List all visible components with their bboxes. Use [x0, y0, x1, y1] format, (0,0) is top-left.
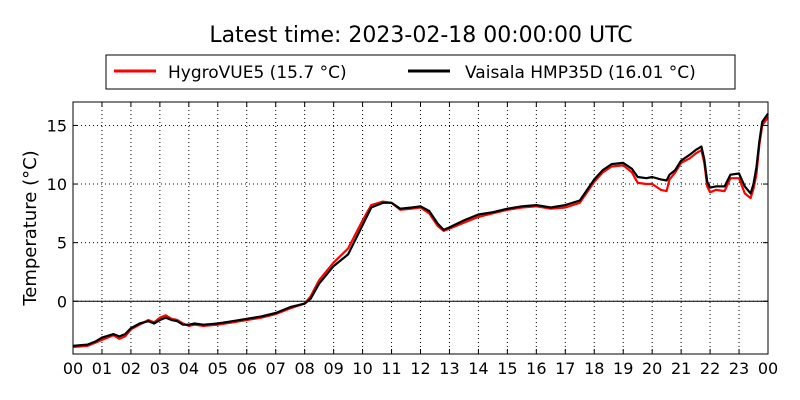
y-axis-label: Temperature (°C) — [20, 150, 41, 306]
grid — [73, 102, 768, 354]
x-tick-label: 03 — [150, 359, 170, 378]
x-axis: 00 01 02 03 04 05 06 07 08 09 10 11 12 13 14 15 16 17 18 19… — [63, 102, 778, 378]
legend: HygroVUE5 (15.7 °C) Vaisala HMP35D (16.0… — [105, 54, 736, 90]
series-line-0 — [72, 116, 769, 349]
x-tick-label: 01 — [92, 359, 112, 378]
x-tick-label: 02 — [121, 359, 141, 378]
x-tick-label: 05 — [208, 359, 228, 378]
plot-frame — [72, 101, 769, 355]
x-tick-label: 00 — [63, 359, 83, 378]
x-tick-label: 21 — [671, 359, 691, 378]
x-tick-label: 13 — [439, 359, 459, 378]
y-tick-label: 15 — [47, 116, 67, 135]
legend-label-vaisala: Vaisala HMP35D (16.01 °C) — [465, 63, 696, 83]
x-tick-label: 17 — [555, 359, 575, 378]
y-axis: 0 5 10 15 — [47, 116, 768, 311]
y-tick-label: 0 — [57, 292, 67, 311]
x-tick-label: 00 — [758, 359, 778, 378]
x-tick-label: 20 — [642, 359, 662, 378]
x-tick-label: 22 — [700, 359, 720, 378]
x-tick-label: 08 — [294, 359, 314, 378]
x-tick-label: 09 — [323, 359, 343, 378]
x-tick-label: 12 — [410, 359, 430, 378]
x-tick-label: 06 — [237, 359, 257, 378]
y-tick-label: 5 — [57, 234, 67, 253]
x-tick-label: 19 — [613, 359, 633, 378]
x-tick-label: 14 — [468, 359, 488, 378]
x-tick-label: 15 — [497, 359, 517, 378]
x-tick-label: 11 — [381, 359, 401, 378]
x-tick-label: 07 — [266, 359, 286, 378]
x-tick-label: 10 — [352, 359, 372, 378]
series-group — [72, 112, 769, 349]
chart-title: Latest time: 2023-02-18 00:00:00 UTC — [209, 23, 632, 48]
y-tick-label: 10 — [47, 175, 67, 194]
legend-label-hygrovue5: HygroVUE5 (15.7 °C) — [168, 63, 347, 83]
x-tick-label: 04 — [179, 359, 199, 378]
series-line-1 — [72, 112, 769, 347]
x-tick-label: 18 — [584, 359, 604, 378]
x-tick-label: 23 — [729, 359, 749, 378]
x-tick-label: 16 — [526, 359, 546, 378]
